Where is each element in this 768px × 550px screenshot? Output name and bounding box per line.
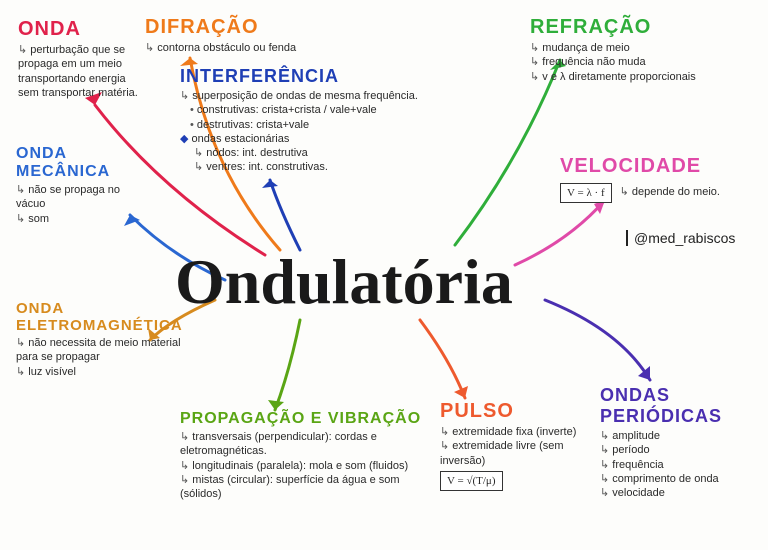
arrowhead-to-difracao [180,58,198,66]
node-title-onda: ONDA [18,18,148,41]
arrow-to-periodicas [545,300,650,380]
node-item: luz visível [16,365,186,379]
node-diamond: ◆ ondas estacionárias [180,132,470,146]
node-item: v e λ diretamente proporcionais [530,70,760,84]
node-item: frequência não muda [530,55,760,69]
node-item: transversais (perpendicular): cordas e e… [180,430,430,459]
node-item: extremidade livre (sem inversão) [440,439,590,468]
node-body-ondas_periodicas: amplitudeperíodofrequênciacomprimento de… [600,429,760,500]
node-sub2: ventres: int. construtivas. [180,160,470,174]
node-item: não se propaga no vácuo [16,183,146,212]
node-body-pulso: extremidade fixa (inverte)extremidade li… [440,425,590,491]
node-title-onda_eletro: Onda Eletromagnética [16,300,186,334]
node-item: contorna obstáculo ou fenda [145,41,355,55]
node-difracao: Difração contorna obstáculo ou fenda [145,16,355,55]
node-body-refracao: mudança de meiofrequência não mudav e λ … [530,41,760,84]
node-item: extremidade fixa (inverte) [440,425,590,439]
node-item: velocidade [600,486,760,500]
attribution: @med_rabiscos [626,230,735,246]
arrow-to-interfer [270,180,300,250]
node-item: não necessita de meio material para se p… [16,336,186,365]
node-body-interferencia: superposição de ondas de mesma frequênci… [180,89,470,175]
node-item: superposição de ondas de mesma frequênci… [180,89,470,103]
node-title-ondas_periodicas: Ondas Periódicas [600,385,760,427]
node-onda_mecanica: Onda Mecânicanão se propaga no vácuosom [16,145,146,226]
node-item: depende do meio. [620,185,720,199]
arrow-to-velocidade [515,200,605,265]
arrow-to-propagacao [275,320,300,410]
node-body-difracao: contorna obstáculo ou fenda [145,41,355,55]
arrowhead-to-interfer [262,180,278,188]
node-title-velocidade: Velocidade [560,155,760,178]
node-ondas_periodicas: Ondas Periódicasamplitudeperíodofrequênc… [600,385,760,500]
arrowhead-to-pulso [454,386,468,398]
node-item: amplitude [600,429,760,443]
node-onda: ONDAperturbação que se propaga em um mei… [18,18,148,100]
node-body-onda: perturbação que se propaga em um meio tr… [18,43,148,100]
node-title-difracao: Difração [145,16,355,39]
node-item: longitudinais (paralela): mola e som (fl… [180,459,430,473]
node-pulso: Pulsoextremidade fixa (inverte)extremida… [440,400,590,491]
node-item: mudança de meio [530,41,760,55]
node-body-propagacao: transversais (perpendicular): cordas e e… [180,430,430,501]
node-title-refracao: Refração [530,16,760,39]
node-sub: construtivas: crista+crista / vale+vale [180,103,470,117]
formula-pulso: V = √(T/μ) [440,471,503,491]
node-body-onda_eletro: não necessita de meio material para se p… [16,336,186,379]
arrow-to-refracao [455,60,560,245]
arrow-to-pulso [420,320,465,398]
node-propagacao: Propagação e Vibração transversais (perpe… [180,410,430,501]
node-title-interferencia: Interferência [180,66,470,87]
node-item: comprimento de onda [600,472,760,486]
node-sub: destrutivas: crista+vale [180,118,470,132]
node-item: mistas (circular): superfície da água e … [180,473,430,502]
node-refracao: Refraçãomudança de meiofrequência não mu… [530,16,760,84]
arrowhead-to-periodicas [638,366,650,380]
node-body-onda_mecanica: não se propaga no vácuosom [16,183,146,226]
node-interferencia: Interferência superposição de ondas de me… [180,66,470,175]
arrowhead-to-propagacao [268,400,284,410]
node-sub2: nódos: int. destrutiva [180,146,470,160]
node-body-velocidade: V = λ · f depende do meio. [560,180,760,203]
node-velocidade: Velocidade V = λ · f depende do meio. [560,155,760,203]
node-item: som [16,212,146,226]
node-title-onda_mecanica: Onda Mecânica [16,145,146,181]
center-title: Ondulatória [175,245,513,319]
formula-velocidade: V = λ · f [560,183,612,203]
node-onda_eletro: Onda Eletromagnéticanão necessita de mei… [16,300,186,379]
node-item: perturbação que se propaga em um meio tr… [18,43,148,100]
node-item: frequência [600,458,760,472]
node-title-propagacao: Propagação e Vibração [180,410,430,428]
node-title-pulso: Pulso [440,400,590,423]
node-item: período [600,443,760,457]
